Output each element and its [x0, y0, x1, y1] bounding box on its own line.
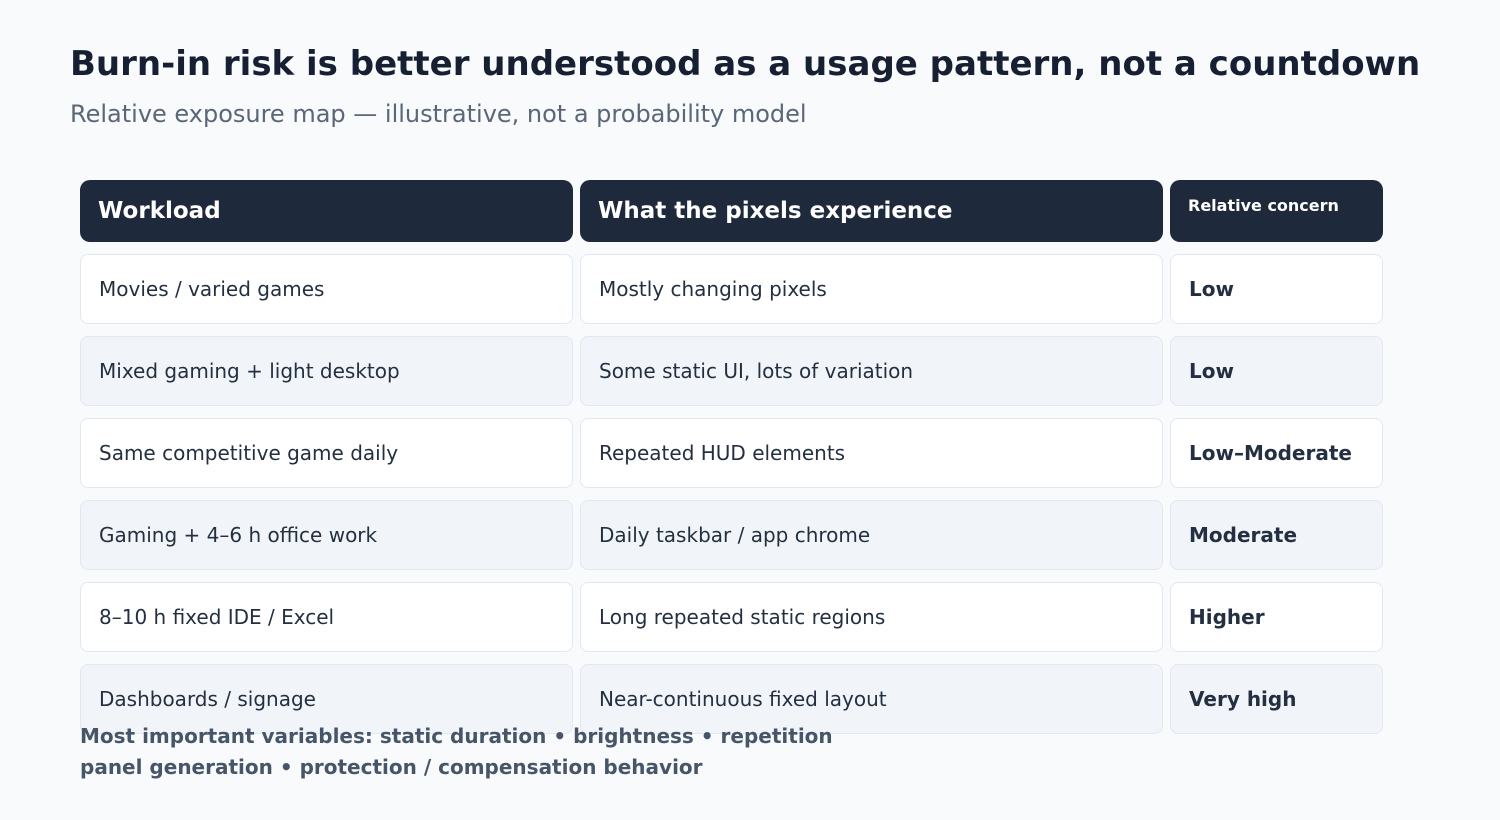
table-cell: Dashboards / signage	[80, 664, 573, 734]
footer-line: panel generation • protection / compensa…	[80, 755, 703, 779]
table-cell: Near-continuous fixed layout	[580, 664, 1163, 734]
subtitle: Relative exposure map — illustrative, no…	[70, 100, 807, 128]
column-header: Relative concern	[1170, 180, 1383, 242]
table-cell: Repeated HUD elements	[580, 418, 1163, 488]
footer-line: Most important variables: static duratio…	[80, 724, 833, 748]
table-cell: Higher	[1170, 582, 1383, 652]
table-cell: 8–10 h fixed IDE / Excel	[80, 582, 573, 652]
table-cell: Movies / varied games	[80, 254, 573, 324]
table-cell: Very high	[1170, 664, 1383, 734]
table-cell: Same competitive game daily	[80, 418, 573, 488]
column-header: What the pixels experience	[580, 180, 1163, 242]
table-cell: Long repeated static regions	[580, 582, 1163, 652]
column-header: Workload	[80, 180, 573, 242]
table-cell: Gaming + 4–6 h office work	[80, 500, 573, 570]
table-cell: Daily taskbar / app chrome	[580, 500, 1163, 570]
table-cell: Moderate	[1170, 500, 1383, 570]
table-cell: Low	[1170, 336, 1383, 406]
table-cell: Low	[1170, 254, 1383, 324]
title: Burn-in risk is better understood as a u…	[70, 44, 1421, 84]
table-cell: Mixed gaming + light desktop	[80, 336, 573, 406]
table-cell: Mostly changing pixels	[580, 254, 1163, 324]
table-cell: Low–Moderate	[1170, 418, 1383, 488]
table-cell: Some static UI, lots of variation	[580, 336, 1163, 406]
